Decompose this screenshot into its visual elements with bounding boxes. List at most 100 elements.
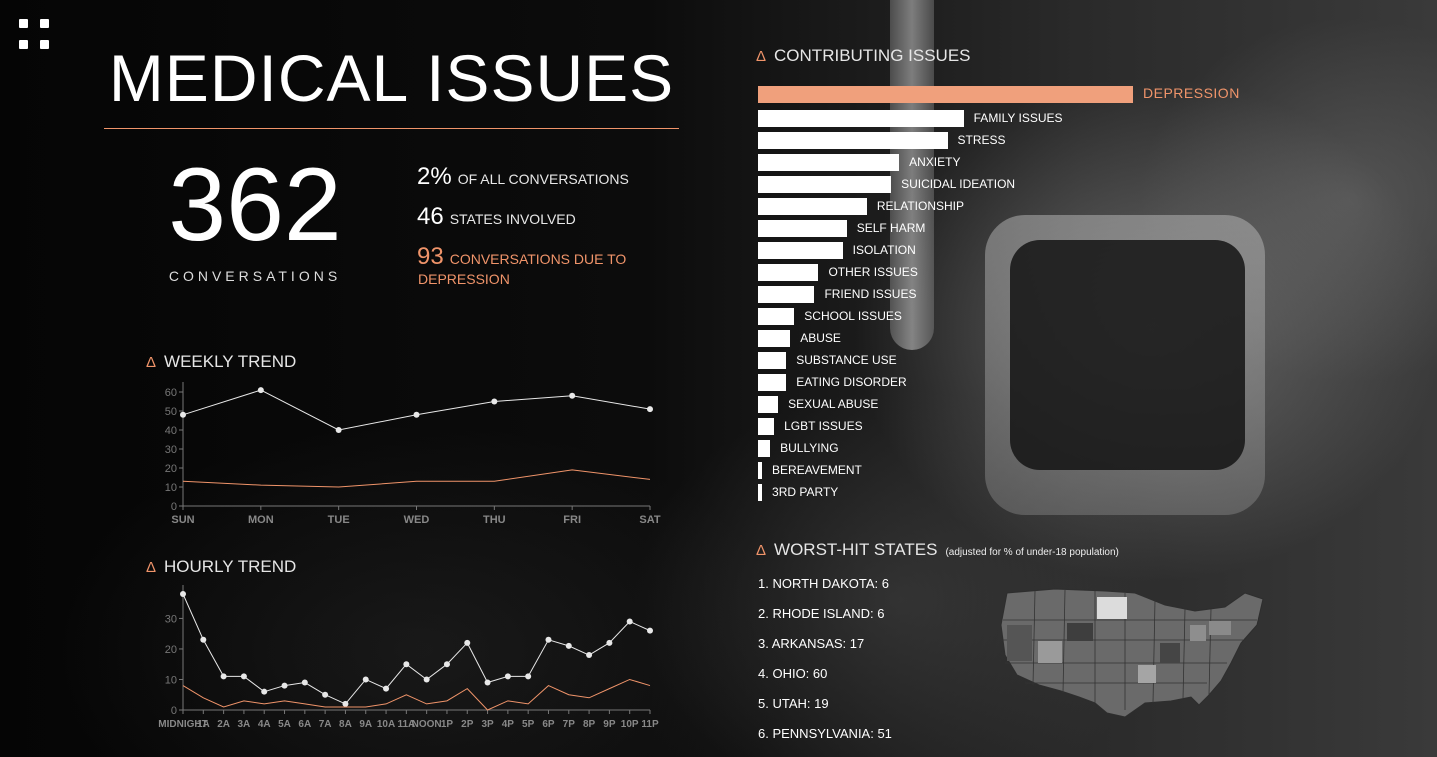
north-dakota-highlight bbox=[1097, 597, 1127, 619]
stat-percent-value: 2% bbox=[417, 163, 452, 190]
hourly-point bbox=[301, 679, 308, 686]
contributing-issues-heading: Δ CONTRIBUTING ISSUES bbox=[756, 46, 971, 66]
issue-bar bbox=[758, 110, 964, 127]
issue-bar bbox=[758, 418, 775, 435]
issue-bar-label: SCHOOL ISSUES bbox=[804, 309, 902, 323]
hourly-y-tick-label: 0 bbox=[171, 705, 177, 717]
hourly-point bbox=[200, 636, 207, 643]
weekly-x-tick-label: MON bbox=[248, 514, 274, 526]
us-map bbox=[1000, 588, 1264, 718]
utah-highlight bbox=[1038, 641, 1062, 663]
hourly-point bbox=[383, 685, 390, 692]
issue-bar-label: FRIEND ISSUES bbox=[824, 287, 917, 301]
stat-states-label: STATES INVOLVED bbox=[449, 211, 576, 227]
issue-bar-label: FAMILY ISSUES bbox=[973, 111, 1063, 125]
hourly-point bbox=[342, 700, 349, 707]
hourly-x-tick-label: 10A bbox=[377, 719, 395, 730]
issue-bar bbox=[758, 484, 763, 501]
weekly-point bbox=[257, 387, 264, 394]
worst-state-item: 4. OHIO: 60 bbox=[758, 666, 828, 681]
pennsylvania-highlight bbox=[1209, 621, 1231, 635]
weekly-x-tick-label: THU bbox=[483, 514, 506, 526]
hourly-point bbox=[565, 642, 572, 649]
hourly-x-tick-label: 8A bbox=[339, 719, 352, 730]
total-conversations-caption: CONVERSATIONS bbox=[168, 268, 342, 284]
hourly-x-tick-label: 7A bbox=[319, 719, 332, 730]
issue-bar bbox=[758, 86, 1133, 103]
weekly-y-tick-label: 30 bbox=[165, 444, 177, 456]
weekly-trend-title: WEEKLY TREND bbox=[164, 352, 297, 371]
weekly-y-tick-label: 20 bbox=[165, 463, 177, 475]
worst-state-item: 5. UTAH: 19 bbox=[758, 696, 829, 711]
weekly-point bbox=[180, 411, 186, 418]
issue-bar bbox=[758, 352, 787, 369]
triangle-icon: Δ bbox=[756, 542, 767, 559]
weekly-x-tick-label: FRI bbox=[563, 514, 581, 526]
hourly-point bbox=[525, 673, 532, 680]
worst-states-note: (adjusted for % of under-18 population) bbox=[945, 547, 1119, 558]
hourly-x-tick-label: 1A bbox=[197, 719, 210, 730]
hourly-x-tick-label: MIDNIGHT bbox=[158, 719, 207, 730]
weekly-trend-chart: 0 10 20 30 40 50 60 SUN MON TUE WED THU FRI SAT bbox=[165, 382, 661, 526]
stat-depression: 93 CONVERSATIONS DUE TO DEPRESSION bbox=[417, 243, 626, 287]
hourly-point bbox=[626, 618, 633, 625]
issue-bar-label: SUBSTANCE USE bbox=[796, 353, 897, 367]
issue-bar bbox=[758, 154, 900, 171]
background-tube bbox=[890, 0, 934, 350]
hourly-x-tick-label: 11A bbox=[397, 719, 415, 730]
issue-bar-label: ISOLATION bbox=[852, 243, 916, 257]
hourly-x-tick-label: 4A bbox=[258, 719, 271, 730]
issue-bar-label: RELATIONSHIP bbox=[876, 199, 964, 213]
hourly-x-tick-label: 11P bbox=[641, 719, 659, 730]
page-title: MEDICAL ISSUES bbox=[108, 41, 675, 115]
issue-bar-label: ABUSE bbox=[800, 331, 841, 345]
hourly-point bbox=[322, 691, 329, 698]
issue-bar bbox=[758, 176, 892, 193]
issue-bar-label: BEREAVEMENT bbox=[772, 463, 862, 477]
worst-state-item: 6. PENNSYLVANIA: 51 bbox=[758, 726, 892, 741]
hourly-point bbox=[606, 639, 613, 646]
stat-depression-label: CONVERSATIONS DUE TO bbox=[449, 251, 627, 267]
issue-bar bbox=[758, 396, 779, 413]
contributing-issues-title: CONTRIBUTING ISSUES bbox=[774, 46, 971, 65]
issue-bar-label: DEPRESSION bbox=[1143, 85, 1240, 101]
hourly-x-tick-label: 2P bbox=[461, 719, 474, 730]
grid-menu-icon[interactable] bbox=[19, 19, 49, 49]
issue-bar-label: STRESS bbox=[957, 133, 1006, 147]
hourly-x-tick-label: 5P bbox=[522, 719, 535, 730]
stat-depression-label-2: DEPRESSION bbox=[418, 271, 510, 287]
worst-state-item: 2. RHODE ISLAND: 6 bbox=[758, 606, 885, 621]
background-bag-inner bbox=[1010, 240, 1245, 470]
hourly-x-tick-label: 8P bbox=[583, 719, 596, 730]
stat-states-value: 46 bbox=[417, 203, 444, 230]
issue-bar-label: EATING DISORDER bbox=[796, 375, 907, 389]
hourly-trend-title: HOURLY TREND bbox=[164, 557, 297, 576]
hourly-y-tick-label: 20 bbox=[165, 644, 177, 656]
hourly-point bbox=[220, 673, 227, 680]
issue-bar bbox=[758, 440, 771, 457]
issue-bar bbox=[758, 198, 867, 215]
hourly-x-tick-label: 4P bbox=[502, 719, 515, 730]
issue-bar-label: OTHER ISSUES bbox=[828, 265, 918, 279]
triangle-icon: Δ bbox=[146, 354, 157, 371]
hourly-x-tick-label: 7P bbox=[563, 719, 576, 730]
hourly-point bbox=[504, 673, 511, 680]
weekly-y-tick-label: 0 bbox=[171, 501, 177, 513]
weekly-trend-heading: Δ WEEKLY TREND bbox=[146, 352, 296, 372]
hourly-x-tick-label: 1P bbox=[441, 719, 454, 730]
hourly-point bbox=[443, 661, 450, 668]
issue-bar-label: SEXUAL ABUSE bbox=[788, 397, 879, 411]
hourly-y-tick-label: 30 bbox=[165, 613, 177, 625]
dark-state-3 bbox=[1007, 625, 1032, 661]
hourly-x-tick-label: 10P bbox=[621, 719, 639, 730]
weekly-y-tick-label: 10 bbox=[165, 482, 177, 494]
worst-state-item: 1. NORTH DAKOTA: 6 bbox=[758, 576, 889, 591]
issue-bar bbox=[758, 330, 791, 347]
weekly-y-tick-label: 60 bbox=[165, 387, 177, 399]
issue-bar-label: 3RD PARTY bbox=[772, 485, 839, 499]
worst-states-heading: Δ WORST-HIT STATES (adjusted for % of unde… bbox=[756, 540, 1119, 560]
hourly-point bbox=[545, 636, 552, 643]
weekly-x-tick-label: TUE bbox=[328, 514, 350, 526]
stat-percent-label: OF ALL CONVERSATIONS bbox=[457, 171, 629, 187]
